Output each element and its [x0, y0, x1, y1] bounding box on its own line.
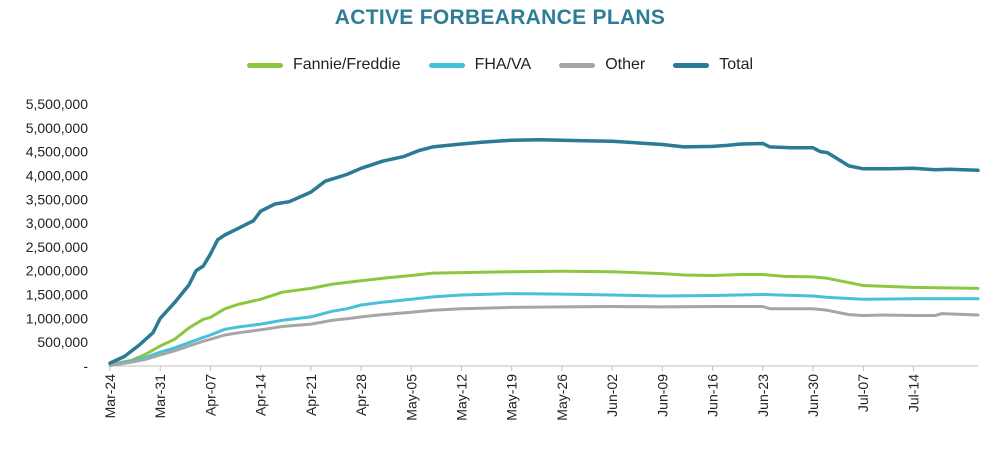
y-tick-label: 4,000,000: [26, 167, 88, 183]
y-tick-label: 500,000: [37, 334, 88, 350]
y-tick-label: 1,500,000: [26, 287, 88, 303]
legend-item-total: Total: [673, 56, 753, 74]
x-tick-label: Apr-28: [353, 374, 369, 416]
y-tick-label: 4,500,000: [26, 144, 88, 160]
x-tick-label: Mar-24: [102, 374, 118, 419]
x-tick-label: Apr-07: [202, 374, 218, 416]
x-tick-label: Jun-23: [755, 374, 771, 417]
legend-item-other: Other: [559, 56, 645, 74]
x-tick-label: May-05: [403, 374, 419, 421]
y-tick-label: 5,500,000: [26, 96, 88, 112]
x-tick-label: Apr-21: [303, 374, 319, 416]
y-tick-label: 5,000,000: [26, 120, 88, 136]
y-tick-label: 3,000,000: [26, 215, 88, 231]
legend-swatch-fha-va: [428, 62, 465, 68]
series-line-fannie-freddie: [108, 269, 980, 367]
series-line-other: [108, 305, 980, 367]
x-tick-label: Apr-14: [253, 374, 269, 416]
y-tick-label: -: [83, 358, 88, 374]
legend-label-other: Other: [605, 56, 646, 73]
y-tick-label: 2,500,000: [26, 239, 88, 255]
legend-swatch-total: [673, 62, 710, 68]
chart-title: ACTIVE FORBEARANCE PLANS: [334, 6, 666, 29]
x-tick-label: May-26: [554, 374, 570, 421]
y-tick-label: 2,000,000: [26, 263, 88, 279]
legend-item-fha-va: FHA/VA: [428, 56, 532, 74]
series-line-total: [108, 137, 980, 365]
series-line-fha-va: [108, 292, 980, 367]
y-tick-label: 3,500,000: [26, 191, 88, 207]
legend-label-total: Total: [719, 56, 754, 73]
x-tick-label: Jun-09: [654, 374, 670, 417]
legend-label-fannie-freddie: Fannie/Freddie: [292, 56, 401, 73]
legend-swatch-other: [559, 62, 596, 68]
x-tick-label: Jun-02: [604, 374, 620, 417]
x-tick-label: Mar-31: [152, 374, 168, 419]
legend-item-fannie-freddie: Fannie/Freddie: [246, 56, 401, 74]
legend-swatch-fannie-freddie: [246, 62, 283, 68]
x-tick-label: Jun-16: [705, 374, 721, 417]
x-tick-label: Jul-07: [855, 374, 871, 412]
x-tick-label: Jun-30: [805, 374, 821, 417]
legend: Fannie/Freddie FHA/VA Other Total: [0, 56, 1000, 74]
legend-label-fha-va: FHA/VA: [474, 56, 532, 73]
x-tick-label: May-12: [454, 374, 470, 421]
x-tick-label: Jul-14: [905, 374, 921, 412]
y-tick-label: 1,000,000: [26, 310, 88, 326]
x-tick-label: May-19: [504, 374, 520, 421]
